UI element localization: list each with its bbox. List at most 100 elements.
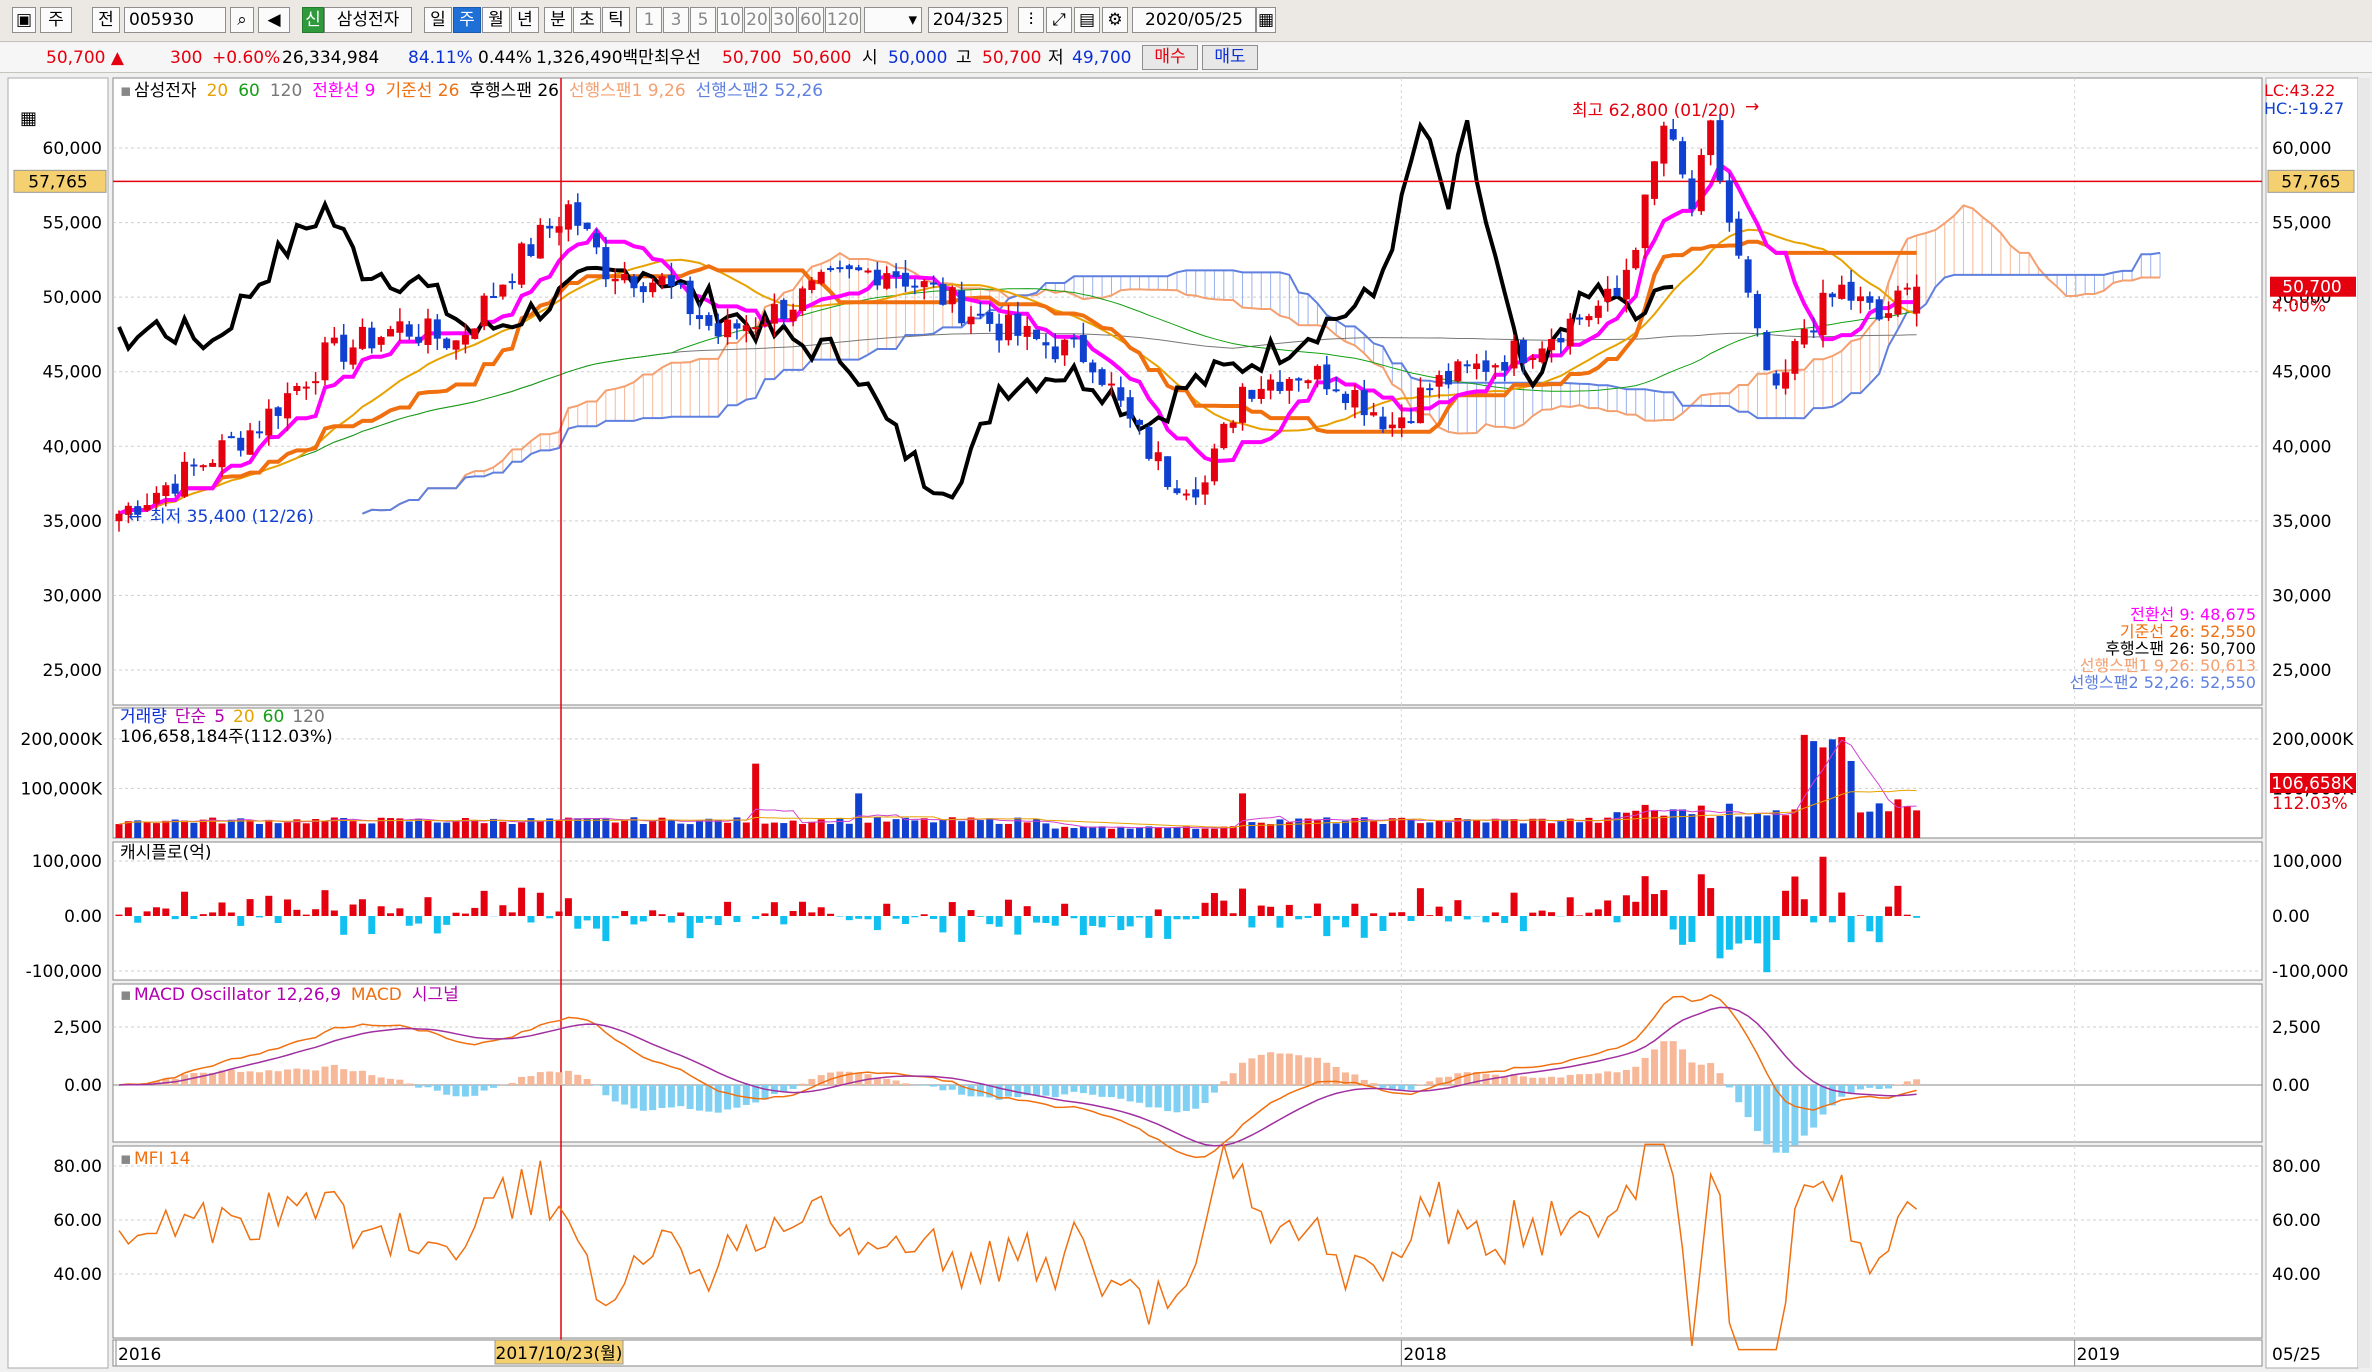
candle-body — [377, 337, 385, 345]
interval-3[interactable]: 3 — [663, 7, 689, 33]
volume-bar — [845, 823, 853, 838]
candle-body — [1145, 427, 1153, 459]
cashflow-bar — [1604, 900, 1612, 916]
cashflow-bar — [1707, 888, 1715, 916]
volume-bar — [695, 820, 703, 838]
cashflow-bar — [564, 898, 572, 916]
interval-10[interactable]: 10 — [717, 7, 743, 33]
volume-bar — [340, 818, 348, 838]
cashflow-bar — [1491, 912, 1499, 916]
interval-custom-select[interactable]: ▾ — [864, 7, 922, 33]
stock-code-input[interactable]: 005930 — [124, 7, 226, 33]
mfi-panel[interactable] — [112, 1145, 2263, 1339]
tab-period-minute[interactable]: 분 — [544, 7, 572, 33]
macd-oscillator-bar — [546, 1071, 554, 1085]
macd-oscillator-bar — [396, 1079, 404, 1085]
candle-body — [789, 309, 797, 322]
macd-oscillator-bar — [1351, 1074, 1359, 1085]
date-input[interactable]: 2020/05/25 — [1132, 7, 1256, 33]
tab-period-second[interactable]: 초 — [573, 7, 601, 33]
volume-bar — [1856, 812, 1864, 838]
cashflow-bar — [639, 916, 647, 922]
gear-icon[interactable]: ⚙ — [1102, 7, 1128, 33]
interval-20[interactable]: 20 — [744, 7, 770, 33]
chart-type-icon[interactable]: ⫶ — [1018, 7, 1044, 33]
macd-oscillator-bar — [1819, 1085, 1827, 1115]
candle-body — [1856, 296, 1864, 302]
cashflow-bar — [1688, 916, 1696, 942]
span1-line — [362, 204, 2161, 515]
volume-bar — [892, 819, 900, 838]
candle-body — [1239, 386, 1247, 423]
candle-body — [518, 243, 526, 285]
volume-bar — [1107, 828, 1115, 838]
volume-bar — [817, 819, 825, 838]
macd-oscillator-bar — [1519, 1076, 1527, 1085]
volume-bar — [461, 818, 469, 838]
volume-bar — [274, 823, 282, 838]
cashflow-bar — [358, 899, 366, 916]
tab-period-tick[interactable]: 틱 — [602, 7, 630, 33]
tools-icon[interactable]: ⤢ — [1046, 7, 1072, 33]
cashflow-bar — [1388, 912, 1396, 916]
cashflow-bar — [1716, 916, 1724, 959]
candle-body — [1585, 316, 1593, 321]
volume-axis-tick-left: 200,000K — [21, 730, 103, 750]
macd-oscillator-bar — [1650, 1049, 1658, 1085]
cashflow-bar — [1838, 892, 1846, 916]
legend-item: 후행스팬 26 — [469, 81, 559, 101]
tab-period-month[interactable]: 월 — [482, 7, 510, 33]
buy-button[interactable]: 매수 — [1142, 45, 1198, 70]
macd-oscillator-bar — [1594, 1073, 1602, 1085]
mfi-title: MFI 14 — [134, 1149, 191, 1169]
window-icon[interactable]: ▣ — [12, 7, 36, 33]
tab-period-year[interactable]: 년 — [511, 7, 539, 33]
interval-5[interactable]: 5 — [690, 7, 716, 33]
cashflow-bar — [1323, 916, 1331, 937]
macd-oscillator-bar — [724, 1085, 732, 1110]
volume-bar — [798, 824, 806, 838]
cashflow-bar — [705, 916, 713, 919]
volume-bar — [1126, 828, 1134, 838]
cashflow-bar — [1519, 916, 1527, 932]
volume-panel[interactable] — [112, 707, 2263, 839]
save-icon[interactable]: ▤ — [1074, 7, 1100, 33]
cashflow-bar — [1379, 916, 1387, 931]
macd-oscillator-bar — [1510, 1073, 1518, 1085]
interval-120[interactable]: 120 — [825, 7, 861, 33]
interval-30[interactable]: 30 — [771, 7, 797, 33]
cashflow-bar — [1033, 916, 1041, 923]
volume-bar — [1847, 761, 1855, 838]
interval-60[interactable]: 60 — [798, 7, 824, 33]
tab-period-day[interactable]: 일 — [424, 7, 452, 33]
calendar-icon[interactable]: ▦ — [1256, 7, 1276, 33]
candle-body — [1725, 180, 1733, 223]
period-type-select[interactable]: 주 — [40, 7, 72, 33]
data-count[interactable]: 204/325 — [928, 7, 1008, 33]
cashflow-bar — [134, 916, 142, 923]
candle-body — [574, 202, 582, 226]
volume-axis-tick-left: 100,000K — [21, 779, 103, 799]
speaker-icon[interactable]: ◀ — [258, 7, 290, 33]
macd-oscillator-bar — [340, 1069, 348, 1085]
grid-toggle-icon: ▦ — [20, 108, 37, 129]
macd-axis-tick-right: 2,500 — [2272, 1018, 2321, 1038]
search-icon[interactable]: ⌕ — [230, 7, 254, 33]
interval-1[interactable]: 1 — [636, 7, 662, 33]
cashflow-bar — [986, 916, 994, 925]
sell-button[interactable]: 매도 — [1202, 45, 1258, 70]
macd-oscillator-bar — [284, 1069, 292, 1085]
board-select[interactable]: 전 — [92, 7, 120, 33]
scrollbar[interactable] — [2358, 78, 2370, 1368]
macd-oscillator-bar — [967, 1085, 975, 1097]
x-axis-year-label: 2018 — [1403, 1345, 1446, 1365]
volume-bar — [574, 818, 582, 838]
low-price: 49,700 — [1072, 48, 1132, 68]
candle-body — [1313, 365, 1321, 380]
cashflow-bar — [209, 912, 217, 916]
cashflow-panel[interactable] — [112, 841, 2263, 981]
macd-panel[interactable] — [112, 983, 2263, 1143]
macd-oscillator-bar — [1454, 1073, 1462, 1085]
tab-period-week[interactable]: 주 — [453, 7, 481, 33]
